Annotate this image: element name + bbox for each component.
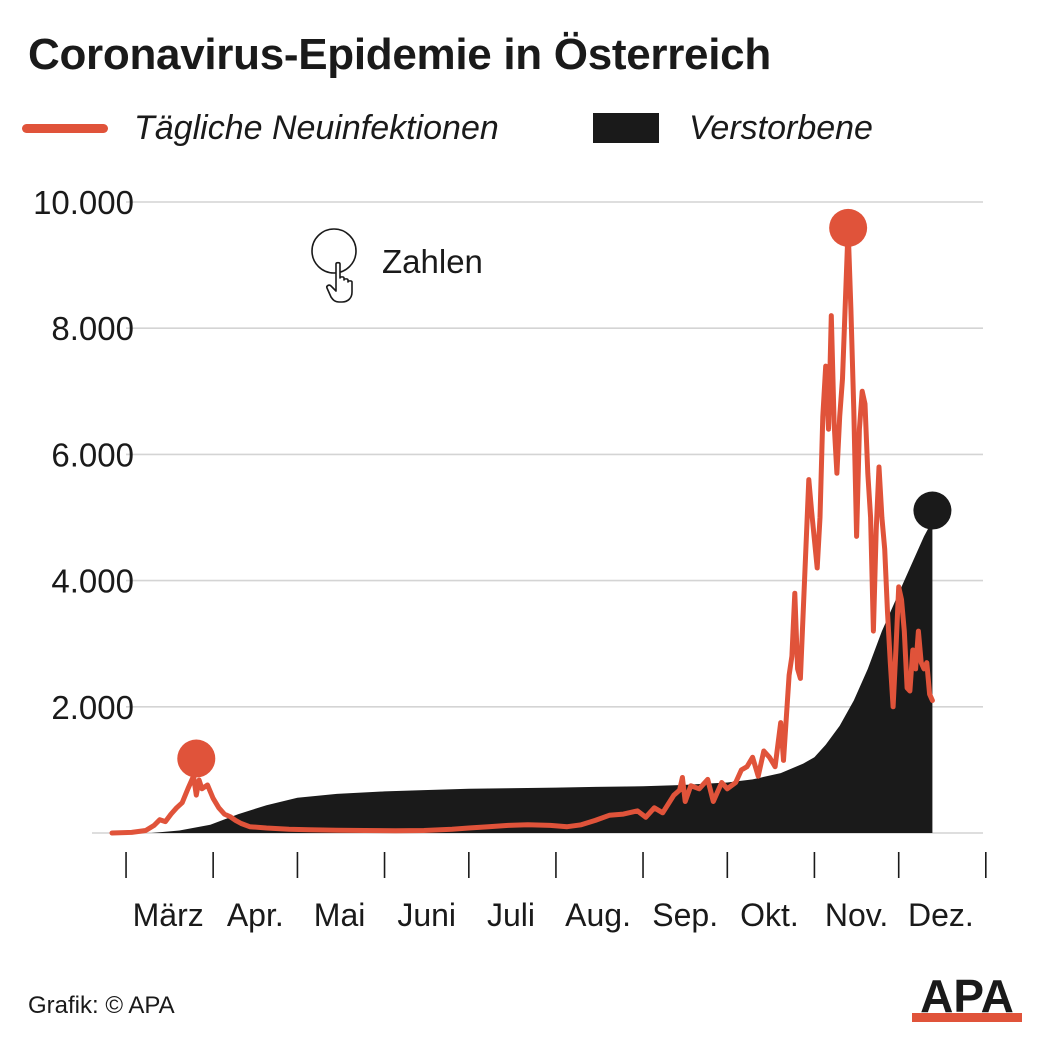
x-tick-label: Juni	[397, 897, 456, 933]
highlight-markers	[177, 208, 952, 778]
apa-logo: APA	[912, 975, 1022, 1022]
numbers-hint[interactable]: Zahlen	[311, 228, 483, 303]
legend-swatch-deaths	[593, 113, 659, 143]
x-tick-label: Dez.	[908, 897, 974, 933]
legend-item-deaths: Verstorbene	[593, 106, 873, 150]
cases-line-layer	[109, 225, 935, 836]
apa-logo-bar	[912, 1013, 1022, 1022]
y-tick-label: 6.000	[51, 436, 134, 473]
chart-title: Coronavirus-Epidemie in Österreich	[28, 30, 771, 79]
legend-label-deaths: Verstorbene	[689, 108, 873, 147]
x-tick-label: Aug.	[565, 897, 631, 933]
legend-item-cases: Tägliche Neuinfektionen	[22, 106, 499, 150]
y-axis-labels: 2.000 4.000 6.000 8.000 10.000	[33, 184, 134, 726]
legend-label-cases: Tägliche Neuinfektionen	[134, 108, 499, 147]
deaths-latest-marker	[913, 491, 952, 530]
cases-peak-marker	[177, 739, 216, 778]
x-tick-label: Apr.	[227, 897, 284, 933]
x-tick-label: Mai	[314, 897, 366, 933]
cases-peak-marker	[829, 208, 868, 247]
y-tick-label: 4.000	[51, 563, 134, 600]
x-tick-label: Juli	[487, 897, 535, 933]
legend-swatch-cases	[22, 123, 108, 133]
hint-label[interactable]: Zahlen	[382, 243, 483, 280]
x-tick-label: Sep.	[652, 897, 718, 933]
y-tick-label: 2.000	[51, 689, 134, 726]
deaths-area	[151, 520, 933, 833]
chart-canvas: 2.000 4.000 6.000 8.000 10.000 März Apr. Mai Ju…	[33, 184, 987, 933]
x-tick-label: Okt.	[740, 897, 799, 933]
cases-line	[109, 225, 935, 836]
y-tick-label: 8.000	[51, 310, 134, 347]
footer-credit: Grafik: © APA	[28, 992, 175, 1019]
x-tick-label: März	[133, 897, 204, 933]
hint-circle-icon[interactable]	[311, 228, 357, 274]
deaths-area-layer	[151, 520, 933, 833]
x-tick-label: Nov.	[825, 897, 888, 933]
x-axis: März Apr. Mai Juni Juli Aug. Sep. Okt. Nov. Dez.	[125, 852, 987, 933]
y-tick-label: 10.000	[33, 184, 134, 221]
pointer-hand-icon[interactable]	[326, 261, 353, 303]
